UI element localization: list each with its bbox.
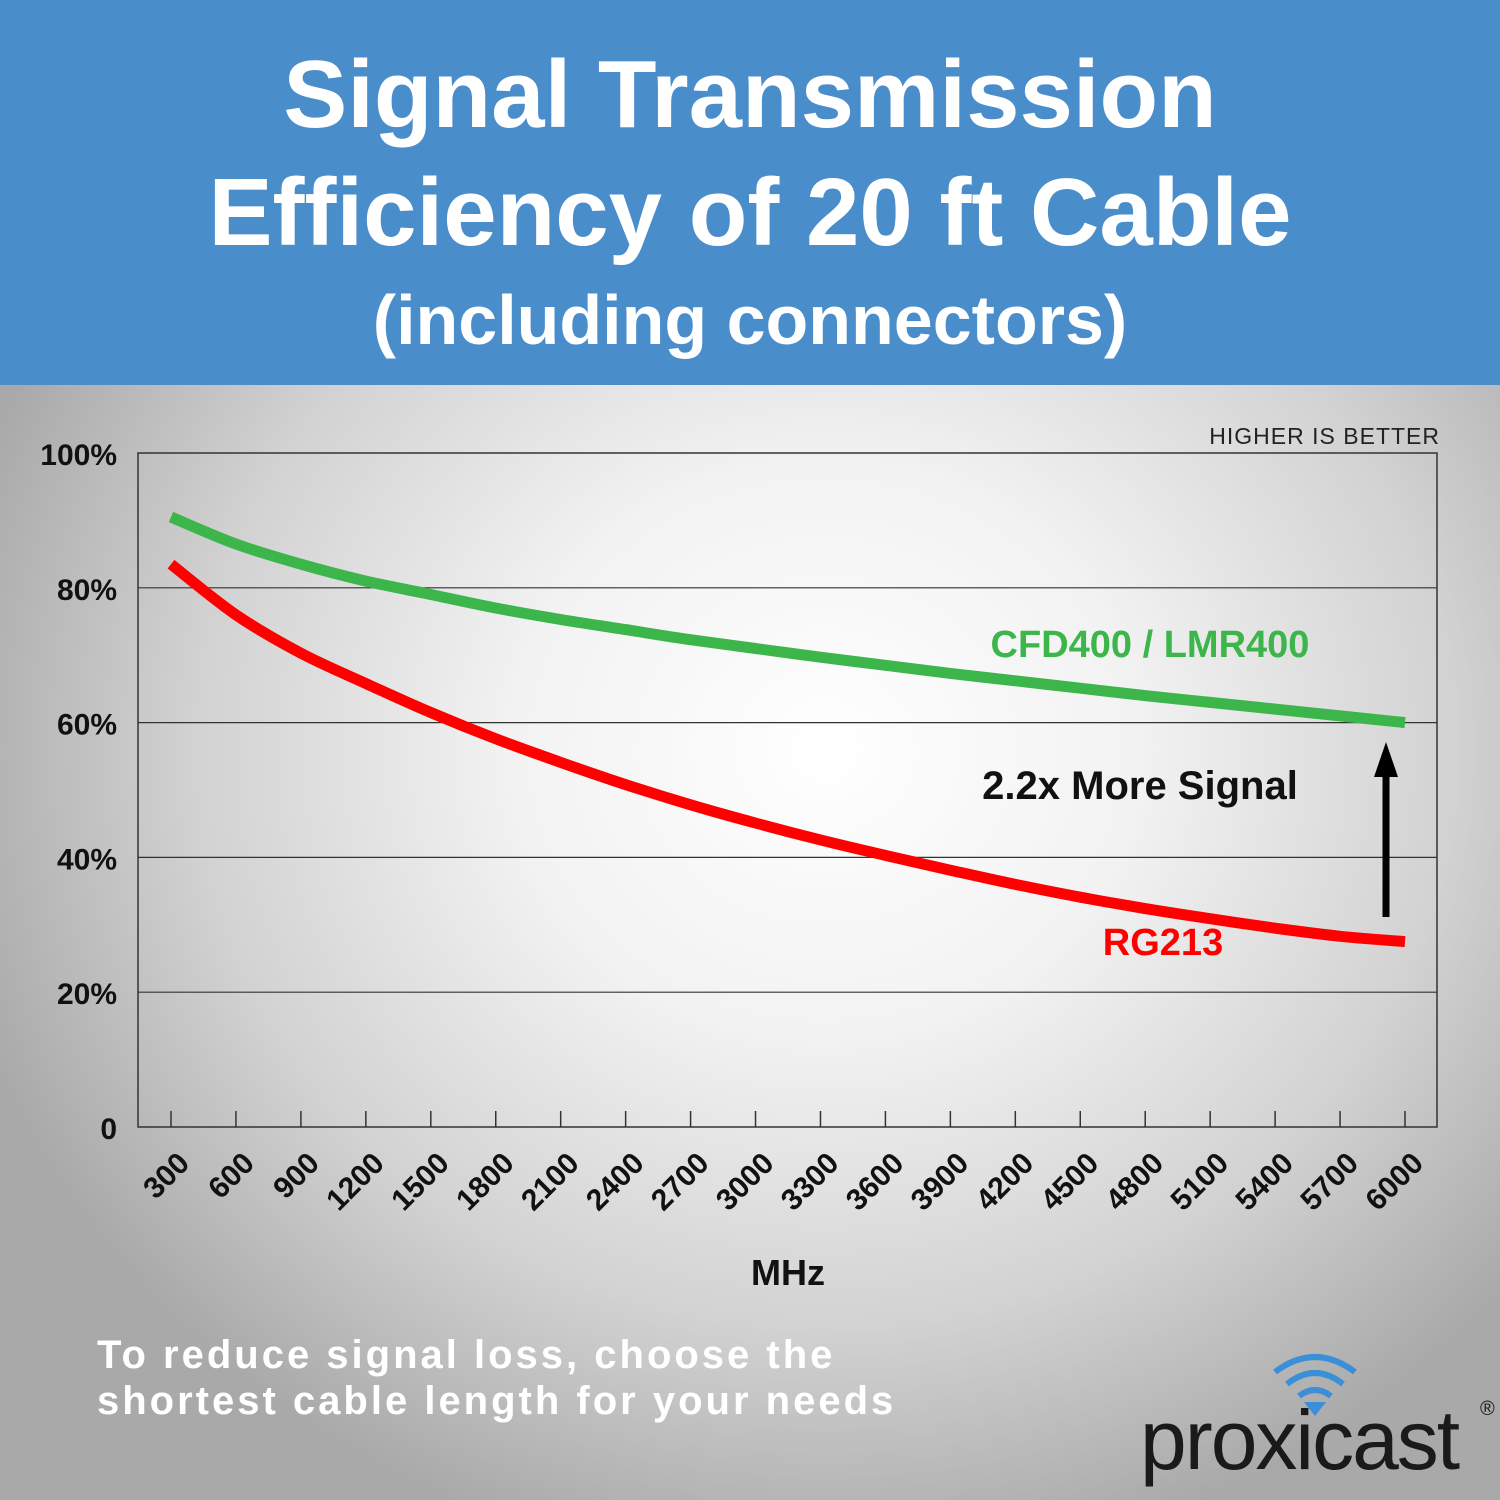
wifi-icon (1273, 1354, 1357, 1416)
x-tick-label-4200: 4200 (970, 1147, 1041, 1218)
comparison-annotation: 2.2x More Signal (982, 764, 1298, 808)
x-tick-label-5700: 5700 (1294, 1147, 1365, 1218)
footer-note: To reduce signal loss, choose the shorte… (97, 1332, 997, 1424)
y-tick-label-80: 80% (57, 574, 117, 607)
x-tick-label-3300: 3300 (775, 1147, 846, 1218)
x-tick-label-3900: 3900 (905, 1147, 976, 1218)
series-label-rg213: RG213 (1103, 922, 1223, 964)
x-tick-label-4800: 4800 (1100, 1147, 1171, 1218)
registered-mark: ® (1480, 1398, 1495, 1420)
higher-is-better-note: HIGHER IS BETTER (1209, 423, 1440, 449)
x-axis-label: MHz (751, 1252, 825, 1293)
efficiency-chart: 0 20% 40% 60% 80% 100% 300 600 90012001500180021… (40, 423, 1440, 1293)
series-line-cfd400-lmr400 (168, 511, 1406, 729)
x-tick-label-1200: 1200 (320, 1147, 391, 1218)
series-line-rg213 (167, 559, 1406, 948)
header-banner: Signal Transmission Efficiency of 20 ft … (0, 0, 1500, 385)
comparison-arrow-head (1374, 742, 1398, 777)
title-line-3: (including connectors) (372, 281, 1128, 359)
plot-frame (137, 452, 1438, 1128)
y-tick-label-0: 0 (100, 1113, 117, 1146)
x-tick-label-2400: 2400 (580, 1147, 651, 1218)
x-tick-label-6000: 6000 (1359, 1147, 1430, 1218)
series-label-cfd400-lmr400: CFD400 / LMR400 (991, 624, 1310, 666)
x-tick-label-1800: 1800 (450, 1147, 521, 1218)
footer-note-line-1: To reduce signal loss, choose the (97, 1333, 836, 1377)
title-line-2: Efficiency of 20 ft Cable (208, 159, 1292, 266)
x-tick-label-300: 300 (137, 1147, 196, 1206)
x-tick-label-900: 900 (267, 1147, 326, 1206)
x-tick-label-600: 600 (202, 1147, 261, 1206)
x-tick-label-2100: 2100 (515, 1147, 586, 1218)
x-tick-label-3600: 3600 (840, 1147, 911, 1218)
x-tick-label-3000: 3000 (710, 1147, 781, 1218)
x-tick-label-5100: 5100 (1165, 1147, 1236, 1218)
y-tick-label-20: 20% (57, 978, 117, 1011)
footer-note-line-2: shortest cable length for your needs (97, 1379, 897, 1423)
title-line-1: Signal Transmission (283, 41, 1217, 148)
y-tick-label-40: 40% (57, 843, 117, 876)
x-tick-label-2700: 2700 (645, 1147, 716, 1218)
x-tick-label-1500: 1500 (385, 1147, 456, 1218)
x-tick-label-4500: 4500 (1035, 1147, 1106, 1218)
y-tick-label-60: 60% (57, 709, 117, 742)
y-tick-label-100: 100% (40, 439, 117, 472)
logo-wordmark: proxicast (1140, 1393, 1460, 1487)
x-tick-label-5400: 5400 (1230, 1147, 1301, 1218)
proxicast-logo: proxicast ® (1140, 1350, 1500, 1490)
